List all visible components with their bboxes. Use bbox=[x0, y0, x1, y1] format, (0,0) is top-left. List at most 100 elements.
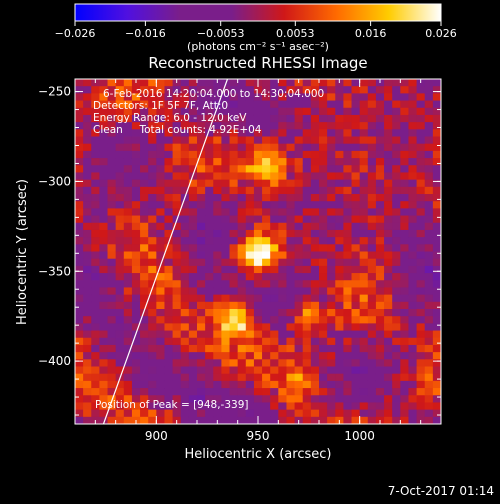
heatmap-cell bbox=[408, 229, 418, 238]
heatmap-cell bbox=[270, 366, 279, 375]
heatmap-cell bbox=[131, 258, 141, 267]
heatmap-cell bbox=[221, 380, 231, 389]
heatmap-cell bbox=[375, 136, 385, 145]
heatmap-cell bbox=[343, 122, 353, 130]
heatmap-cell bbox=[384, 122, 393, 130]
heatmap-cell bbox=[424, 194, 434, 202]
heatmap-cell bbox=[400, 344, 410, 353]
heatmap-cell bbox=[253, 86, 263, 94]
heatmap-cell bbox=[99, 395, 109, 404]
heatmap-cell bbox=[278, 222, 288, 231]
heatmap-cell bbox=[408, 237, 418, 245]
heatmap-cell bbox=[148, 93, 157, 102]
heatmap-cell bbox=[99, 265, 109, 274]
heatmap-cell bbox=[319, 402, 328, 411]
heatmap-cell bbox=[83, 194, 92, 202]
heatmap-cell bbox=[99, 201, 109, 209]
heatmap-cell bbox=[335, 165, 344, 174]
heatmap-cell bbox=[335, 172, 344, 181]
heatmap-cell bbox=[359, 122, 369, 130]
x-tick-label: 950 bbox=[247, 429, 270, 443]
annotation-detectors: Detectors: 1F 5F 7F, Att:0 bbox=[93, 100, 228, 112]
heatmap-cell bbox=[359, 107, 369, 116]
heatmap-cell bbox=[335, 287, 344, 296]
heatmap-cell bbox=[213, 359, 222, 368]
heatmap-cell bbox=[123, 107, 133, 116]
heatmap-cell bbox=[335, 409, 344, 418]
heatmap-cell bbox=[140, 258, 149, 267]
heatmap-cell bbox=[286, 380, 296, 389]
heatmap-cell bbox=[131, 287, 141, 296]
heatmap-cell bbox=[375, 208, 385, 217]
heatmap-cell bbox=[221, 373, 231, 382]
heatmap-cell bbox=[343, 129, 353, 138]
peak-position-label: Position of Peak = [948,-339] bbox=[95, 399, 249, 411]
heatmap-cell bbox=[107, 287, 117, 296]
heatmap-cell bbox=[221, 201, 231, 209]
heatmap-cell bbox=[131, 402, 141, 411]
heatmap-cell bbox=[237, 280, 247, 289]
heatmap-cell bbox=[359, 208, 369, 217]
heatmap-cell bbox=[359, 301, 369, 310]
heatmap-cell bbox=[172, 265, 182, 274]
heatmap-cell bbox=[83, 222, 92, 231]
heatmap-cell bbox=[123, 93, 133, 102]
heatmap-cell bbox=[99, 273, 109, 281]
heatmap-cell bbox=[123, 409, 133, 418]
heatmap-cell bbox=[131, 380, 141, 389]
heatmap-cell bbox=[148, 179, 157, 188]
heatmap-cell bbox=[327, 359, 336, 368]
heatmap-cell bbox=[294, 244, 304, 253]
heatmap-cell bbox=[416, 344, 426, 353]
heatmap-cell bbox=[294, 402, 304, 411]
heatmap-cell bbox=[432, 402, 441, 411]
heatmap-cell bbox=[392, 86, 401, 94]
heatmap-cell bbox=[83, 237, 92, 245]
heatmap-cell bbox=[310, 208, 320, 217]
heatmap-cell bbox=[384, 201, 393, 209]
heatmap-cell bbox=[115, 186, 125, 195]
heatmap-cell bbox=[115, 114, 125, 123]
heatmap-cell bbox=[392, 172, 401, 181]
heatmap-cell bbox=[107, 122, 117, 130]
heatmap-cell bbox=[197, 309, 206, 317]
colorbar-tick-label: −0.0053 bbox=[197, 27, 245, 40]
heatmap-cell bbox=[115, 258, 125, 267]
heatmap-cell bbox=[384, 323, 393, 332]
heatmap-cell bbox=[302, 258, 312, 267]
heatmap-cell bbox=[286, 186, 296, 195]
heatmap-cell bbox=[123, 122, 133, 130]
heatmap-cell bbox=[270, 258, 279, 267]
heatmap-cell bbox=[237, 402, 247, 411]
heatmap-cell bbox=[351, 222, 361, 231]
heatmap-cell bbox=[392, 309, 401, 317]
heatmap-cell bbox=[229, 330, 239, 339]
heatmap-cell bbox=[213, 395, 222, 404]
heatmap-cell bbox=[294, 136, 304, 145]
heatmap-cell bbox=[115, 330, 125, 339]
heatmap-cell bbox=[83, 380, 92, 389]
heatmap-cell bbox=[359, 229, 369, 238]
heatmap-cell bbox=[278, 186, 288, 195]
heatmap-cell bbox=[180, 201, 190, 209]
heatmap-cell bbox=[172, 373, 182, 382]
heatmap-cell bbox=[384, 258, 393, 267]
heatmap-cell bbox=[229, 86, 239, 94]
heatmap-cell bbox=[172, 301, 182, 310]
heatmap-cell bbox=[424, 79, 434, 87]
heatmap-cell bbox=[253, 201, 263, 209]
heatmap-cell bbox=[302, 323, 312, 332]
heatmap-cell bbox=[375, 107, 385, 116]
heatmap-cell bbox=[221, 136, 231, 145]
heatmap-cell bbox=[367, 100, 377, 109]
heatmap-cell bbox=[221, 309, 231, 317]
heatmap-cell bbox=[392, 337, 401, 346]
heatmap-cell bbox=[408, 93, 418, 102]
heatmap-cell bbox=[115, 165, 125, 174]
heatmap-cell bbox=[392, 122, 401, 130]
heatmap-cell bbox=[229, 301, 239, 310]
heatmap-cell bbox=[400, 258, 410, 267]
heatmap-cell bbox=[197, 172, 206, 181]
heatmap-cell bbox=[245, 100, 255, 109]
heatmap-cell bbox=[302, 143, 312, 152]
